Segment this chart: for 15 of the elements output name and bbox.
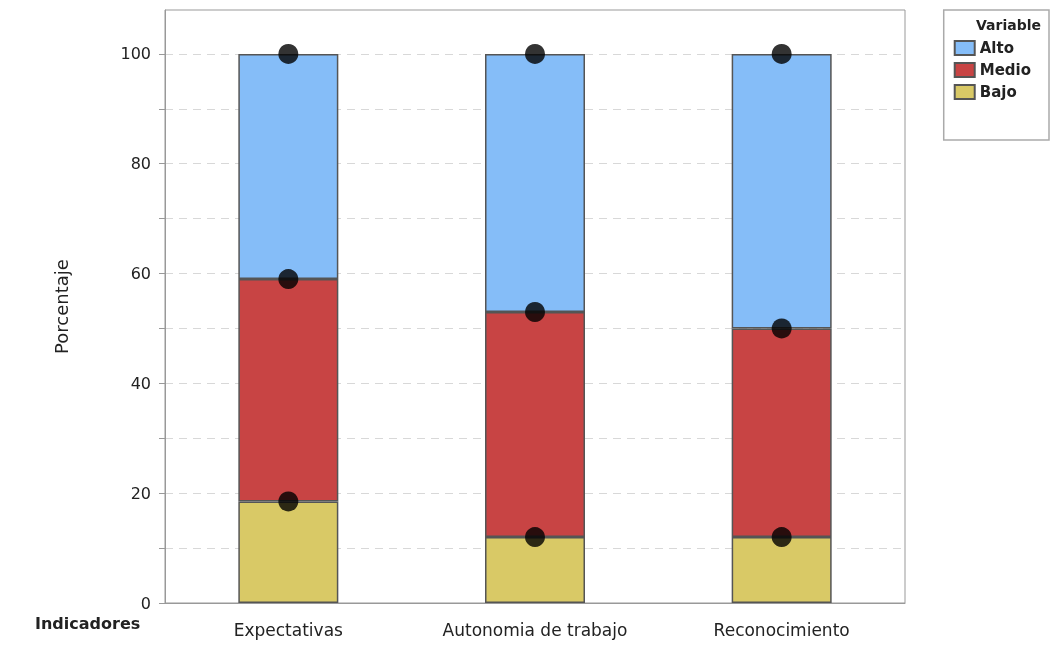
legend-title: Variable	[976, 17, 1041, 33]
x-tick-label: Autonomia de trabajo	[442, 619, 628, 640]
x-axis-title: Indicadores	[35, 613, 141, 633]
y-axis-title: Porcentaje	[50, 259, 72, 354]
legend-label: Bajo	[979, 83, 1017, 101]
y-tick-label: 100	[120, 44, 151, 64]
x-tick-label: Expectativas	[233, 619, 344, 640]
legend-label: Medio	[979, 61, 1032, 79]
y-tick-label: 60	[130, 264, 151, 284]
y-tick-label: 40	[130, 373, 151, 393]
x-tick-label: Reconocimiento	[713, 619, 850, 640]
legend-label: Alto	[979, 39, 1014, 57]
y-tick-label: 80	[130, 154, 151, 174]
y-tick-label: 20	[130, 483, 151, 503]
y-tick-label: 0	[140, 593, 151, 613]
